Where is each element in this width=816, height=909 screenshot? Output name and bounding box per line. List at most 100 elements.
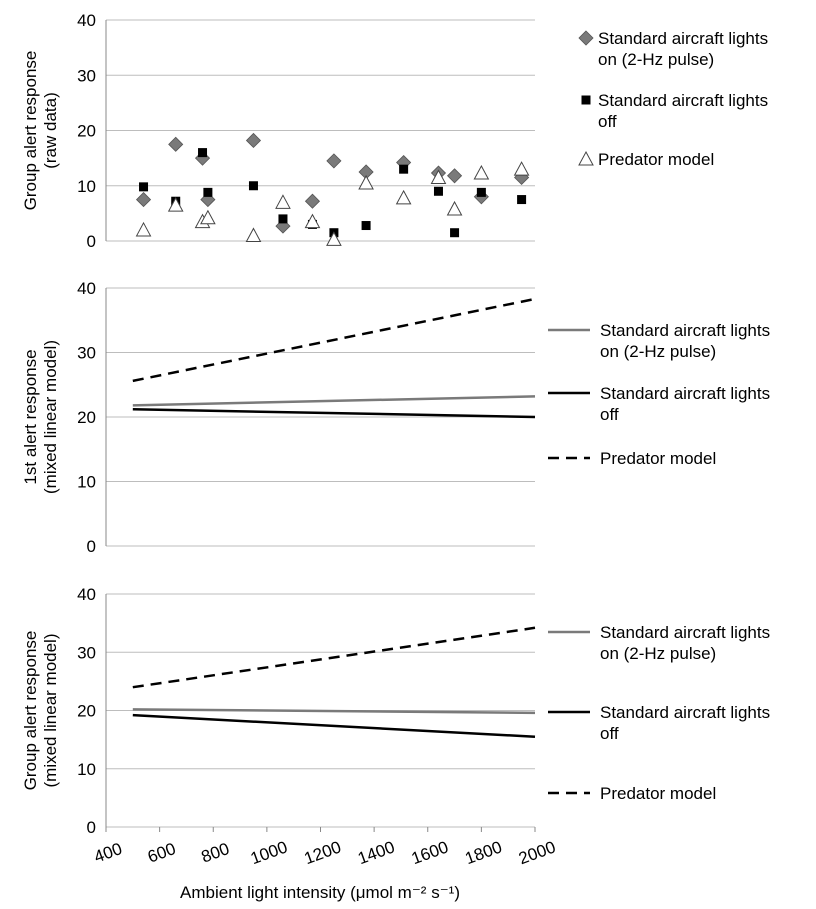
y-tick-label: 20 bbox=[77, 702, 96, 721]
data-point-triangle bbox=[135, 221, 152, 237]
y-axis-title: Group alert response(raw data) bbox=[21, 51, 60, 211]
series-line bbox=[132, 297, 536, 383]
y-axis-title-line2: (mixed linear model) bbox=[41, 634, 60, 788]
legend-label-line1: Predator model bbox=[600, 784, 716, 803]
y-tick-label: 10 bbox=[77, 760, 96, 779]
y-tick-label: 30 bbox=[77, 344, 96, 363]
legend-label-line1: Predator model bbox=[598, 150, 714, 169]
panel-3: 0 10 20 30 40 Group alert response(mixed line… bbox=[21, 585, 770, 837]
y-axis-title-line2: (raw data) bbox=[41, 92, 60, 169]
legend-label-line2: off bbox=[600, 724, 619, 743]
y-tick-label: 40 bbox=[77, 585, 96, 604]
y-tick-label: 20 bbox=[77, 408, 96, 427]
legend-label-line1: Standard aircraft lights bbox=[600, 623, 770, 642]
data-point-square bbox=[433, 186, 443, 196]
y-axis-title-line1: Group alert response bbox=[21, 51, 40, 211]
data-point-square bbox=[278, 214, 288, 224]
x-tick-label: 600 bbox=[145, 839, 178, 867]
data-point-triangle bbox=[304, 213, 321, 229]
x-axis-tick-labels: 400 600 800 1000 1200 1400 1600 1800 2000 bbox=[92, 837, 559, 868]
y-tick-label: 30 bbox=[77, 643, 96, 662]
data-point-triangle bbox=[167, 197, 184, 212]
data-point-triangle bbox=[446, 200, 463, 216]
data-point-triangle bbox=[326, 231, 342, 246]
legend-label-line1: Standard aircraft lights bbox=[598, 91, 768, 110]
x-tick-label: 1800 bbox=[462, 837, 504, 868]
y-tick-label: 10 bbox=[77, 473, 96, 492]
series-1 bbox=[132, 708, 536, 715]
data-point-triangle bbox=[473, 164, 490, 180]
data-point-triangle bbox=[200, 209, 216, 225]
legend-label-line2: on (2-Hz pulse) bbox=[598, 50, 714, 69]
series-line bbox=[132, 395, 536, 407]
series-3 bbox=[135, 161, 530, 246]
y-axis-title: Group alert response(mixed linear model) bbox=[21, 631, 60, 791]
legend: Standard aircraft lights on (2-Hz pulse) S… bbox=[578, 29, 768, 169]
x-tick-label: 1000 bbox=[248, 837, 290, 868]
legend-label-line1: Standard aircraft lights bbox=[600, 384, 770, 403]
x-tick-label: 400 bbox=[92, 839, 125, 867]
series-3 bbox=[132, 297, 536, 383]
data-point-triangle bbox=[513, 161, 530, 176]
data-point-square bbox=[450, 228, 460, 238]
data-point-square bbox=[476, 187, 486, 197]
data-point-diamond bbox=[245, 132, 262, 149]
x-tick-label: 1400 bbox=[355, 837, 397, 868]
y-tick-label: 0 bbox=[87, 537, 96, 556]
data-point-triangle bbox=[358, 174, 374, 190]
legend-label-line2: off bbox=[598, 112, 617, 131]
y-tick-label: 20 bbox=[77, 122, 96, 141]
data-point-square bbox=[399, 164, 409, 174]
y-tick-label: 40 bbox=[77, 11, 96, 30]
series-line bbox=[132, 626, 536, 689]
x-axis-title: Ambient light intensity (μmol m⁻² s⁻¹) bbox=[180, 883, 460, 902]
data-point-triangle bbox=[275, 194, 291, 209]
y-axis-title-line2: (mixed linear model) bbox=[41, 340, 60, 494]
y-axis-title-line1: Group alert response bbox=[21, 631, 40, 791]
y-tick-label: 30 bbox=[77, 66, 96, 85]
legend-label-line1: Standard aircraft lights bbox=[598, 29, 768, 48]
data-point-diamond bbox=[135, 191, 152, 208]
legend-label: Standard aircraft lights off bbox=[600, 703, 770, 743]
legend-label-line1: Standard aircraft lights bbox=[600, 703, 770, 722]
x-tick-label: 2000 bbox=[516, 837, 558, 868]
y-tick-label: 10 bbox=[77, 177, 96, 196]
legend-label: Predator model bbox=[598, 150, 714, 169]
legend-label: Standard aircraft lights off bbox=[598, 91, 768, 131]
legend-label: Predator model bbox=[600, 784, 716, 803]
legend-label-line1: Predator model bbox=[600, 449, 716, 468]
x-tick-label: 1200 bbox=[302, 837, 344, 868]
panel-2: 0 10 20 30 40 1st alert response(mixed linear… bbox=[21, 279, 770, 556]
data-point-diamond bbox=[326, 153, 342, 169]
legend-label-line2: off bbox=[600, 405, 619, 424]
series-line bbox=[132, 408, 536, 419]
legend-label-line2: on (2-Hz pulse) bbox=[600, 342, 716, 361]
x-tick-label: 1600 bbox=[409, 837, 451, 868]
series-line bbox=[132, 708, 536, 715]
data-point-square bbox=[203, 187, 213, 197]
y-tick-label: 0 bbox=[87, 818, 96, 837]
y-axis-title: 1st alert response(mixed linear model) bbox=[21, 340, 60, 494]
data-point-diamond bbox=[168, 136, 184, 152]
series-1 bbox=[132, 395, 536, 407]
data-point-square bbox=[517, 195, 527, 205]
y-tick-label: 40 bbox=[77, 279, 96, 298]
data-point-square bbox=[198, 148, 208, 158]
legend-marker-triangle bbox=[578, 150, 594, 166]
legend: Standard aircraft lights on (2-Hz pulse) S… bbox=[548, 623, 770, 803]
series-2 bbox=[132, 408, 536, 419]
data-point-square bbox=[248, 181, 258, 191]
series-line bbox=[132, 713, 536, 738]
legend-marker-diamond bbox=[578, 30, 594, 46]
legend-marker-square bbox=[581, 95, 591, 105]
legend-label: Predator model bbox=[600, 449, 716, 468]
x-tick-label: 800 bbox=[199, 839, 232, 867]
legend: Standard aircraft lights on (2-Hz pulse)S… bbox=[548, 321, 770, 468]
series-1 bbox=[135, 132, 530, 234]
series-3 bbox=[132, 626, 536, 689]
legend-label-line2: on (2-Hz pulse) bbox=[600, 644, 716, 663]
series-2 bbox=[132, 713, 536, 738]
y-tick-label: 0 bbox=[87, 232, 96, 251]
data-point-square bbox=[139, 182, 149, 192]
